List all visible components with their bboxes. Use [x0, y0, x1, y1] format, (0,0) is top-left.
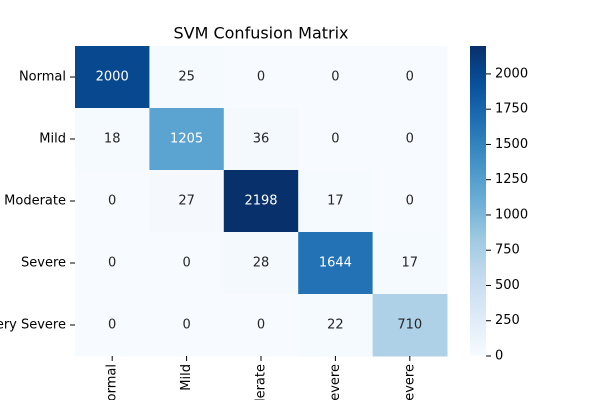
cell-label: 17 — [327, 194, 344, 209]
cell-label: 36 — [253, 132, 270, 147]
x-tick-label: Normal — [105, 364, 120, 400]
cell-label: 2000 — [96, 70, 129, 85]
cell-label: 18 — [104, 132, 121, 147]
y-tick-label: Mild — [39, 132, 66, 147]
cell-label: 0 — [108, 194, 116, 209]
colorbar-tick-label: 2000 — [495, 66, 528, 81]
colorbar-tick-label: 1250 — [495, 172, 528, 187]
cell-label: 17 — [402, 256, 419, 271]
cell-label: 710 — [397, 318, 422, 333]
cell-label: 0 — [331, 70, 339, 85]
cell-label: 0 — [331, 132, 339, 147]
y-tick-label: Very Severe — [0, 318, 66, 333]
cell-label: 22 — [327, 318, 344, 333]
heatmap-cell — [298, 46, 374, 109]
cell-label: 0 — [108, 256, 116, 271]
heatmap-cell — [298, 294, 374, 357]
heatmap-cell — [298, 232, 374, 295]
colorbar-tick-label: 750 — [495, 243, 520, 258]
cell-label: 0 — [406, 132, 414, 147]
heatmap-cell — [223, 170, 299, 233]
y-tick-label: Moderate — [4, 194, 66, 209]
cell-label: 0 — [182, 318, 190, 333]
cell-label: 1644 — [319, 256, 352, 271]
cell-label: 0 — [257, 70, 265, 85]
heatmap-cell — [223, 232, 299, 295]
cell-label: 0 — [257, 318, 265, 333]
y-tick-label: Normal — [19, 70, 66, 85]
cell-label: 27 — [178, 194, 195, 209]
cell-label: 0 — [406, 70, 414, 85]
colorbar-tick-label: 0 — [495, 349, 503, 364]
colorbar-tick-label: 250 — [495, 313, 520, 328]
x-tick-label: Moderate — [254, 364, 269, 400]
heatmap-cell — [372, 108, 448, 171]
heatmap-cell — [149, 46, 225, 109]
cell-label: 2198 — [244, 194, 277, 209]
cell-label: 1205 — [170, 132, 203, 147]
colorbar-tick-label: 1750 — [495, 102, 528, 117]
cell-label: 0 — [182, 256, 190, 271]
heatmap-cell — [75, 46, 150, 109]
heatmap-cell — [372, 294, 448, 357]
x-tick-label: Mild — [179, 364, 194, 391]
cell-label: 25 — [178, 70, 195, 85]
x-tick-label: Severe — [328, 364, 343, 400]
heatmap-cell — [75, 170, 150, 233]
heatmap-cell — [372, 170, 448, 233]
heatmap-cell — [75, 108, 150, 171]
x-tick-label: Very Severe — [402, 364, 417, 400]
heatmap-cell — [149, 108, 225, 171]
colorbar-tick-label: 500 — [495, 278, 520, 293]
heatmap-cell — [298, 108, 374, 171]
heatmap-cell — [75, 294, 150, 357]
chart-title: SVM Confusion Matrix — [173, 24, 348, 43]
heatmap-cell — [372, 232, 448, 295]
heatmap-cell — [149, 294, 225, 357]
y-tick-label: Severe — [21, 256, 66, 271]
cell-label: 28 — [253, 256, 270, 271]
colorbar-tick-label: 1000 — [495, 207, 528, 222]
heatmap-cell — [223, 108, 299, 171]
heatmap-cell — [223, 46, 299, 109]
colorbar — [470, 46, 486, 356]
heatmap-cell — [75, 232, 150, 295]
heatmap-cell — [298, 170, 374, 233]
heatmap-cell — [372, 46, 448, 109]
heatmap-cell — [149, 232, 225, 295]
colorbar-tick-label: 1500 — [495, 137, 528, 152]
heatmap-cell — [149, 170, 225, 233]
heatmap-cell — [223, 294, 299, 357]
cell-label: 0 — [108, 318, 116, 333]
cell-label: 0 — [406, 194, 414, 209]
